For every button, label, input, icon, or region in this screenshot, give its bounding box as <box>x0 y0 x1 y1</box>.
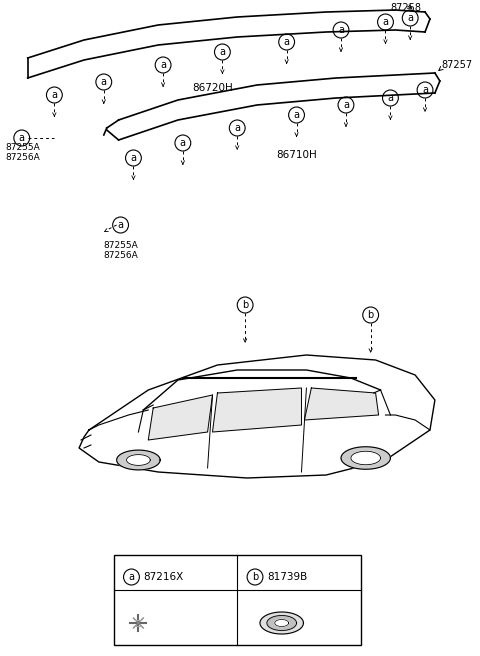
Text: b: b <box>368 310 374 320</box>
Text: 81739B: 81739B <box>267 572 307 582</box>
Text: 87258: 87258 <box>390 3 421 13</box>
Polygon shape <box>117 450 160 470</box>
Polygon shape <box>148 395 213 440</box>
Polygon shape <box>267 615 297 630</box>
Text: a: a <box>131 153 136 163</box>
Polygon shape <box>127 455 150 465</box>
Text: a: a <box>19 133 25 143</box>
Text: a: a <box>387 93 394 103</box>
Text: 87255A: 87255A <box>104 241 139 249</box>
Text: a: a <box>383 17 388 27</box>
Text: a: a <box>343 100 349 110</box>
Text: a: a <box>338 25 344 35</box>
Text: 86710H: 86710H <box>276 150 317 160</box>
Polygon shape <box>341 447 390 469</box>
Text: a: a <box>407 13 413 23</box>
Text: a: a <box>129 572 134 582</box>
Text: 87216X: 87216X <box>144 572 183 582</box>
Text: a: a <box>234 123 240 133</box>
Polygon shape <box>351 451 381 464</box>
Text: a: a <box>160 60 166 70</box>
Text: a: a <box>294 110 300 120</box>
Text: a: a <box>219 47 226 57</box>
Text: b: b <box>242 300 248 310</box>
Text: 87257: 87257 <box>442 60 473 70</box>
Text: a: a <box>101 77 107 87</box>
Text: 86720H: 86720H <box>192 83 233 93</box>
Polygon shape <box>79 355 435 478</box>
Polygon shape <box>304 388 379 420</box>
Text: a: a <box>51 90 58 100</box>
Polygon shape <box>275 619 288 626</box>
Text: 87256A: 87256A <box>5 154 40 163</box>
Text: a: a <box>118 220 123 230</box>
Text: 87255A: 87255A <box>5 144 40 152</box>
Text: b: b <box>252 572 258 582</box>
Text: a: a <box>422 85 428 95</box>
Polygon shape <box>260 612 303 634</box>
Bar <box>114 555 361 645</box>
Text: a: a <box>180 138 186 148</box>
Polygon shape <box>213 388 301 432</box>
Text: 87256A: 87256A <box>104 251 139 260</box>
Text: a: a <box>284 37 289 47</box>
